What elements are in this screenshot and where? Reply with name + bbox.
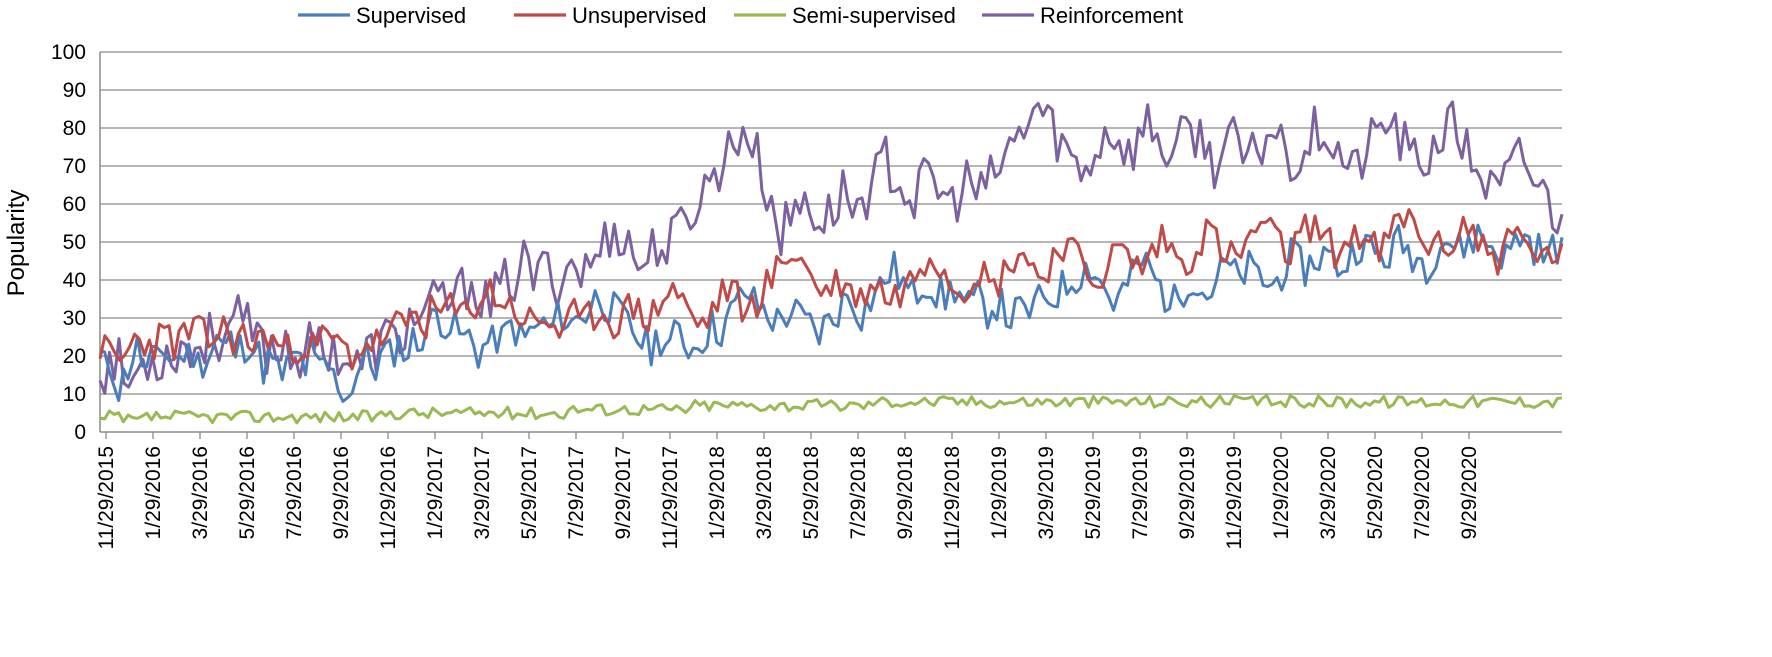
x-tick-label: 7/29/2018 bbox=[847, 446, 870, 539]
series-line-reinforcement bbox=[98, 100, 1564, 395]
series-line-semi-supervised bbox=[99, 394, 1563, 425]
x-tick-label: 7/29/2017 bbox=[565, 446, 588, 539]
y-tick-label: 70 bbox=[63, 155, 86, 178]
x-tick-label: 5/29/2016 bbox=[236, 446, 259, 539]
x-tick-label: 3/29/2017 bbox=[471, 446, 494, 539]
x-tick-label: 3/29/2020 bbox=[1317, 446, 1340, 539]
y-tick-label: 40 bbox=[63, 269, 86, 292]
y-tick-label: 100 bbox=[51, 41, 86, 64]
x-tick-label: 9/29/2016 bbox=[330, 446, 353, 539]
x-tick-label: 1/29/2020 bbox=[1270, 446, 1293, 539]
x-tick-label: 9/29/2017 bbox=[612, 446, 635, 539]
chart-series bbox=[98, 100, 1564, 425]
legend-item-reinforcement: Reinforcement bbox=[982, 3, 1183, 28]
y-tick-label: 60 bbox=[63, 193, 86, 216]
x-tick-label: 1/29/2017 bbox=[424, 446, 447, 539]
x-tick-label: 7/29/2016 bbox=[283, 446, 306, 539]
x-tick-label: 3/29/2018 bbox=[753, 446, 776, 539]
x-tick-label: 1/29/2016 bbox=[142, 446, 165, 539]
chart-legend: Supervised Unsupervised Semi-supervised Rei… bbox=[298, 3, 1183, 28]
x-tick-label: 5/29/2020 bbox=[1364, 446, 1387, 539]
y-tick-label: 30 bbox=[63, 307, 86, 330]
series-line-unsupervised bbox=[98, 208, 1564, 371]
x-tick-label: 11/29/2018 bbox=[941, 446, 964, 550]
x-tick-label: 3/29/2019 bbox=[1035, 446, 1058, 539]
legend-label: Unsupervised bbox=[572, 3, 707, 28]
x-tick-label: 5/29/2018 bbox=[800, 446, 823, 539]
legend-label: Reinforcement bbox=[1040, 3, 1183, 28]
x-tick-label: 1/29/2019 bbox=[988, 446, 1011, 539]
x-tick-label: 9/29/2018 bbox=[894, 446, 917, 539]
legend-label: Semi-supervised bbox=[792, 3, 956, 28]
x-axis: 11/29/2015 1/29/2016 3/29/2016 5/29/2016 7/2… bbox=[95, 431, 1562, 550]
legend-label: Supervised bbox=[356, 3, 466, 28]
x-tick-label: 9/29/2019 bbox=[1176, 446, 1199, 539]
legend-item-unsupervised: Unsupervised bbox=[514, 3, 707, 28]
x-tick-label: 11/29/2015 bbox=[95, 446, 118, 550]
legend-item-supervised: Supervised bbox=[298, 3, 466, 28]
legend-item-semi-supervised: Semi-supervised bbox=[734, 3, 956, 28]
x-tick-label: 11/29/2016 bbox=[377, 446, 400, 550]
x-tick-label: 7/29/2020 bbox=[1411, 446, 1434, 539]
x-tick-label: 5/29/2017 bbox=[518, 446, 541, 539]
x-tick-label: 3/29/2016 bbox=[189, 446, 212, 539]
y-tick-label: 10 bbox=[63, 383, 86, 406]
y-axis-title: Popularity bbox=[3, 190, 30, 297]
y-tick-label: 0 bbox=[74, 421, 86, 444]
y-tick-label: 80 bbox=[63, 117, 86, 140]
y-tick-label: 50 bbox=[63, 231, 86, 254]
y-axis: 0 10 20 30 40 50 60 70 80 90 100 bbox=[51, 41, 101, 444]
y-tick-label: 90 bbox=[63, 79, 86, 102]
x-tick-label: 11/29/2017 bbox=[659, 446, 682, 550]
chart-gridlines bbox=[100, 51, 1562, 395]
series-line-supervised bbox=[99, 223, 1564, 403]
y-tick-label: 20 bbox=[63, 345, 86, 368]
x-tick-label: 11/29/2019 bbox=[1223, 446, 1246, 550]
x-tick-label: 9/29/2020 bbox=[1458, 446, 1481, 539]
x-tick-label: 5/29/2019 bbox=[1082, 446, 1105, 539]
x-tick-label: 1/29/2018 bbox=[706, 446, 729, 539]
x-tick-label: 7/29/2019 bbox=[1129, 446, 1152, 539]
